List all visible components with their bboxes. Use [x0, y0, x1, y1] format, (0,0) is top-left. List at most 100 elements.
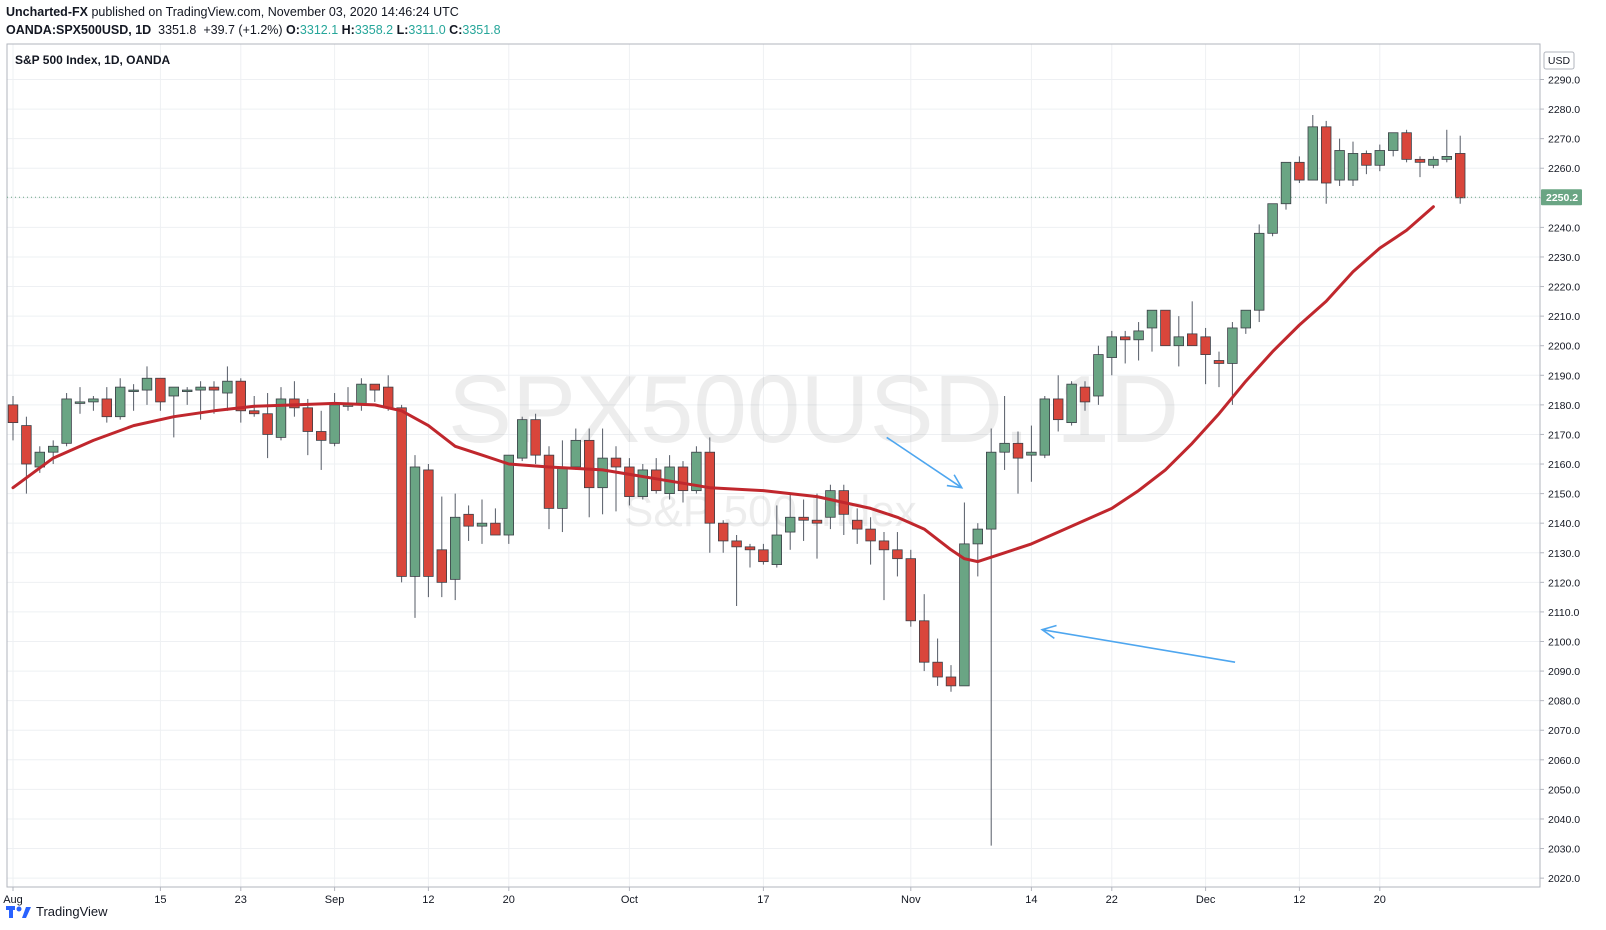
high-value: 3358.2 [354, 23, 394, 37]
candle-body [878, 540, 890, 551]
candle-body [1227, 327, 1238, 364]
candle [168, 386, 180, 438]
open-value: 3312.1 [299, 23, 339, 37]
candle [141, 366, 153, 405]
candle-body [181, 389, 193, 392]
price-tick-label: 2210.0 [1548, 311, 1580, 323]
candle [436, 496, 448, 598]
candle [1374, 144, 1386, 172]
candle-body [1401, 132, 1412, 160]
price-tick-label: 2090.0 [1548, 666, 1580, 678]
candle [302, 398, 314, 456]
price-tick-label: 2200.0 [1548, 341, 1580, 353]
candle [811, 493, 823, 559]
candle-body [503, 454, 515, 536]
price-change: +39.7 (+1.2%) [203, 23, 283, 37]
price-tick-label: 2270.0 [1548, 134, 1580, 146]
candle [771, 505, 783, 568]
candle [543, 446, 555, 530]
time-tick-label: 15 [154, 894, 166, 906]
time-axis[interactable]: Aug 15 23 Sep 12 20 Oct 17 Nov 14 22 Dec 12 20 [3, 887, 1386, 906]
watermark-name: S&P 500 Index [624, 487, 917, 536]
candle [1321, 120, 1332, 204]
candle-body [409, 466, 421, 577]
candle [1026, 425, 1037, 482]
candle [825, 484, 836, 530]
candle-body [208, 386, 220, 391]
candle [396, 404, 407, 583]
candle [798, 499, 809, 541]
candle [48, 440, 59, 465]
candle-body [1093, 354, 1104, 397]
symbol-label: OANDA:SPX500USD, 1D [6, 23, 152, 37]
candle-body [1012, 442, 1024, 459]
candle-body [986, 451, 997, 530]
price-tick-label: 2120.0 [1548, 577, 1580, 589]
candle-body [490, 522, 501, 536]
price-tick-label: 2220.0 [1548, 282, 1580, 294]
price-tick-label: 2060.0 [1548, 755, 1580, 767]
candle-body [262, 413, 273, 435]
price-tick-label: 2100.0 [1548, 636, 1580, 648]
candle [382, 375, 394, 411]
candle [1414, 156, 1426, 178]
time-tick-label: 12 [1293, 894, 1305, 906]
candle [1227, 322, 1238, 405]
candle [878, 532, 890, 601]
candle [1294, 156, 1305, 184]
candle [624, 458, 635, 506]
candle [945, 665, 957, 692]
price-tick-label: 2030.0 [1548, 844, 1580, 856]
candle [1106, 330, 1118, 376]
candle-body [1106, 336, 1118, 358]
chart-grid [7, 44, 1540, 887]
candles [7, 114, 1466, 846]
price-tick-label: 2140.0 [1548, 518, 1580, 530]
moving-average [11, 205, 1435, 564]
candle [1187, 301, 1198, 347]
candle-body [1066, 383, 1077, 424]
candle-body [7, 404, 19, 424]
arrow-head [1040, 624, 1057, 639]
candle-body [356, 383, 367, 406]
price-tick-label: 2160.0 [1548, 459, 1580, 471]
candle-body [1428, 158, 1439, 166]
candle [88, 395, 99, 411]
time-tick-label: Sep [325, 894, 345, 906]
candle [731, 535, 742, 606]
time-tick-label: 20 [503, 894, 515, 906]
candle-body [302, 407, 314, 432]
footer: TradingView [6, 904, 108, 919]
candle [449, 493, 461, 601]
candle [476, 499, 488, 544]
price-tick-label: 2150.0 [1548, 489, 1580, 501]
header-line-1: Uncharted-FX published on TradingView.co… [6, 3, 1596, 21]
tradingview-brand[interactable]: TradingView [36, 904, 108, 919]
candle-body [1294, 161, 1305, 181]
candle [517, 416, 528, 462]
annotation-arrow [886, 436, 964, 489]
candle [115, 378, 126, 420]
currency-label: USD [1548, 55, 1571, 67]
candle-body [691, 451, 702, 492]
publish-info: published on TradingView.com, November 0… [91, 5, 459, 19]
candle-body [972, 528, 984, 545]
candle [262, 393, 273, 459]
author-name[interactable]: Uncharted-FX [6, 5, 88, 19]
close-value: 3351.8 [462, 23, 501, 37]
candle-body [1146, 309, 1158, 329]
candle-body [597, 457, 608, 489]
close-label: C: [449, 23, 463, 37]
candle-body [449, 516, 461, 580]
annotations [886, 436, 1236, 663]
candle-body [905, 558, 917, 622]
candle [1267, 203, 1278, 237]
last-price-label: 2250.2 [1546, 192, 1578, 204]
candle [74, 387, 86, 414]
candle-body [48, 445, 59, 453]
price-tick-label: 2190.0 [1548, 370, 1580, 382]
candle [959, 502, 970, 687]
candle [490, 508, 501, 536]
candle [718, 520, 729, 553]
